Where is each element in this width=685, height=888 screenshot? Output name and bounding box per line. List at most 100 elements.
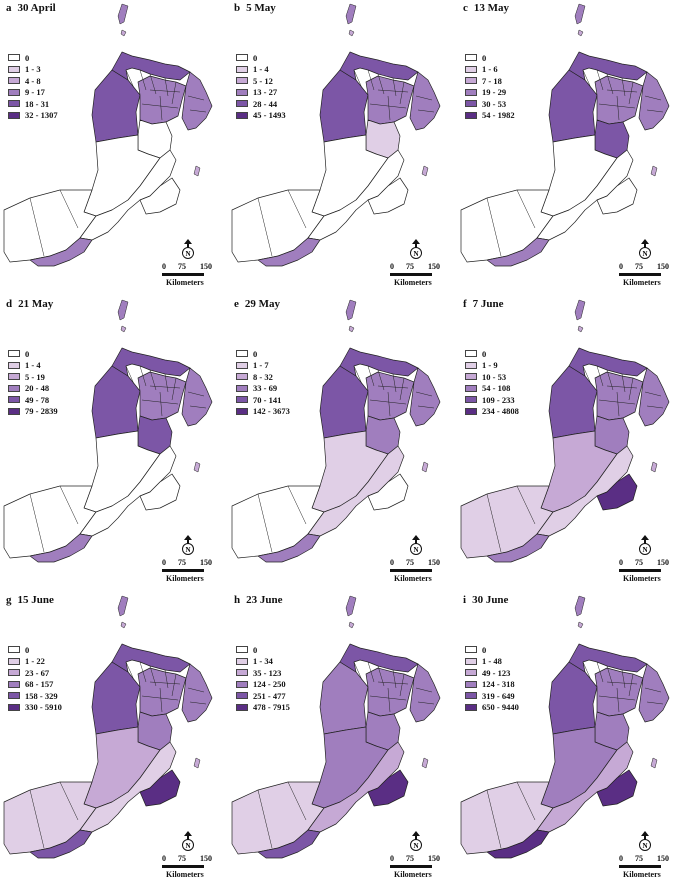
district-boundary [582,365,592,385]
district-boundary [415,391,433,397]
legend-item: 33 - 69 [236,383,290,394]
panel-letter: a [6,2,12,14]
legend-item: 79 - 2839 [8,406,58,417]
island [577,325,584,333]
legend-swatch [236,361,248,369]
district-boundary [606,73,614,95]
legend-swatch [8,373,20,380]
region-coast [79,445,177,537]
island [117,3,129,25]
panel-letter: c [463,2,468,14]
legend-label: 124 - 250 [253,679,286,689]
region-salalah [257,533,321,563]
district-boundary [606,665,614,687]
choropleth-map [231,3,441,267]
legend-swatch [8,646,20,653]
legend-label: 33 - 69 [253,383,278,393]
island [421,461,429,473]
district-boundary [149,385,181,389]
legend-item: 30 - 53 [465,98,515,109]
legend-swatch [8,350,20,357]
island [345,595,357,617]
legend-item: 20 - 48 [8,383,58,394]
scale-bar-segments [619,865,679,868]
legend-item: 234 - 4808 [465,406,519,417]
region-west [319,365,369,439]
legend-label: 251 - 477 [253,690,286,701]
district-boundary [189,109,207,113]
district-boundary [367,365,375,387]
region-mid [137,75,187,125]
legend-item: 54 - 1982 [465,110,515,121]
legend-item: 319 - 649 [465,690,519,701]
legend-swatch [465,373,477,380]
panel-date: 5 May [246,2,276,14]
scale-tick-label: 75 [635,854,643,863]
region-east [181,663,213,723]
district-boundary [377,665,385,687]
panel-title: h 23 June [234,594,283,606]
scale-tick-label: 150 [657,558,669,567]
legend-item: 28 - 44 [236,98,286,109]
district-boundary [621,77,626,97]
region-mid [365,371,415,421]
scale-tick-label: 75 [406,558,414,567]
scale-tick-label: 150 [200,854,212,863]
scale-unit-label: Kilometers [166,574,204,583]
scale-bar-segments [162,569,222,572]
scale-unit-label: Kilometers [623,278,661,287]
legend-label: 35 - 123 [253,667,282,678]
legend-label: 30 - 53 [482,98,507,109]
map-panel-h: h 23 June 0 1 - 34 35 - 123 124 - 250 251 - 47… [228,592,456,888]
district-boundary [582,661,592,681]
district-boundary [149,89,181,93]
region-mid [594,667,644,717]
legend-item: 70 - 141 [236,394,290,405]
legend-item: 1 - 7 [236,360,290,371]
scale-bar: 0 75 150 Kilometers [162,558,222,583]
district-boundary [486,789,502,849]
island [577,621,584,629]
scale-tick-label: 150 [657,262,669,271]
region-mid [137,371,187,421]
legend-item: 8 - 32 [236,371,290,382]
legend-label: 5 - 19 [25,371,45,382]
district-boundary [486,197,502,257]
legend-item: 1 - 3 [8,64,58,75]
scale-bar-segments [619,569,679,572]
legend-label: 0 [25,644,30,655]
island [650,757,658,769]
legend-swatch [8,65,20,73]
panel-date: 13 May [473,2,510,14]
scale-bar: 0 75 150 Kilometers [162,262,222,287]
legend-label: 478 - 7915 [253,702,290,712]
district-boundary [399,673,405,697]
district-boundary [189,405,207,409]
island [193,757,201,769]
district-boundary [628,377,634,401]
legend-label: 54 - 108 [482,383,511,393]
district-boundary [367,69,375,91]
district-boundary [187,391,205,397]
legend-swatch [465,396,477,403]
legend-swatch [236,65,248,73]
legend-item: 330 - 5910 [8,702,62,713]
legend-item: 142 - 3673 [236,406,290,417]
north-arrow-icon: N [408,830,424,857]
scale-tick-label: 150 [428,262,440,271]
north-arrow-icon: N [408,534,424,561]
district-boundary [598,103,636,109]
scale-bar-segments [162,865,222,868]
legend-swatch [236,703,248,711]
district-boundary [59,189,79,229]
district-boundary [149,369,157,391]
district-boundary [353,365,363,385]
district-boundary [139,69,147,91]
legend-label: 5 - 12 [253,75,273,86]
choropleth-map [3,595,213,859]
region-dhofar [596,769,638,807]
scale-bar: 0 75 150 Kilometers [390,558,450,583]
island [577,29,584,37]
district-boundary [141,399,179,405]
